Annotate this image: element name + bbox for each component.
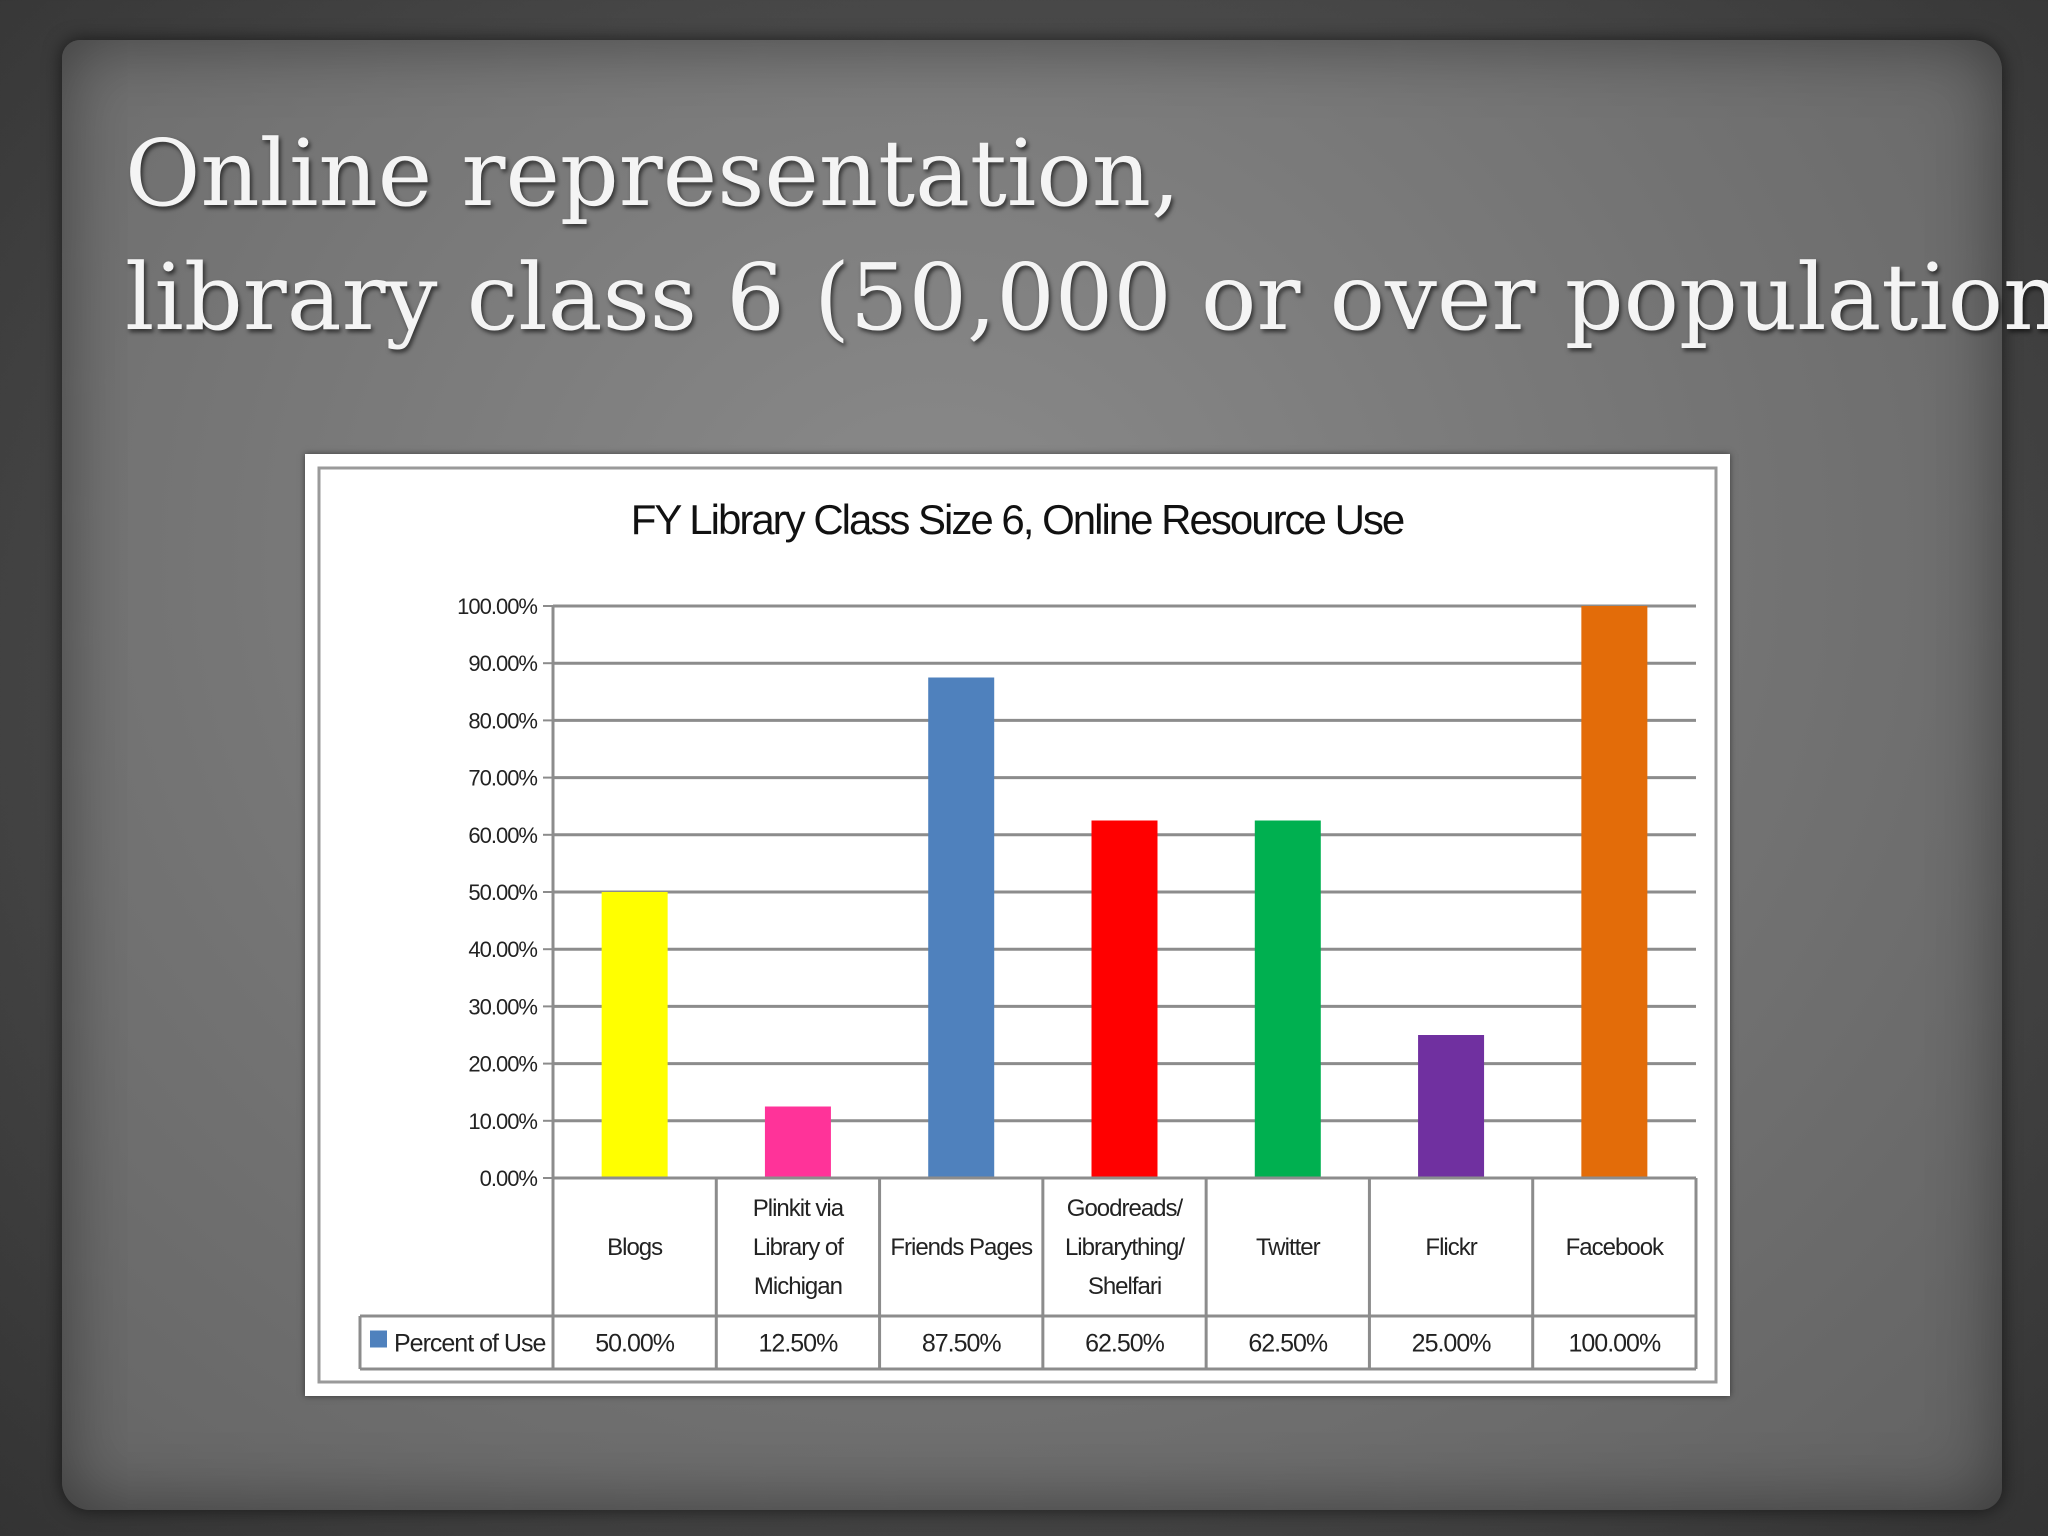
category-label: Michigan	[754, 1273, 842, 1300]
slide-title-line-1: Online representation,	[125, 120, 1181, 227]
chart-title: FY Library Class Size 6, Online Resource…	[631, 496, 1404, 543]
y-tick-label: 50.00%	[468, 880, 537, 905]
data-label: 62.50%	[1248, 1330, 1328, 1358]
bar	[1418, 1035, 1485, 1178]
category-label: Library of	[753, 1234, 844, 1261]
y-tick-label: 60.00%	[468, 823, 537, 848]
category-label: Plinkit via	[753, 1195, 845, 1222]
chart-border	[317, 466, 1718, 1384]
legend-label: Percent of Use	[394, 1330, 545, 1358]
slide-title: Online representation, library class 6 (…	[125, 112, 2048, 360]
bar	[1254, 820, 1321, 1178]
y-tick-label: 80.00%	[468, 708, 537, 733]
bar	[1091, 820, 1158, 1178]
bar	[601, 892, 668, 1178]
chart-frame: FY Library Class Size 6, Online Resource…	[305, 454, 1730, 1396]
bar	[764, 1106, 831, 1178]
y-tick-label: 0.00%	[480, 1166, 538, 1191]
category-label: Librarything/	[1065, 1234, 1185, 1261]
data-label: 87.50%	[922, 1330, 1002, 1358]
category-label: Flickr	[1425, 1234, 1477, 1261]
y-tick-label: 90.00%	[468, 651, 537, 676]
category-label: Facebook	[1566, 1234, 1665, 1261]
y-tick-label: 30.00%	[468, 994, 537, 1019]
data-label: 100.00%	[1569, 1330, 1661, 1358]
y-tick-label: 20.00%	[468, 1052, 537, 1077]
y-tick-label: 40.00%	[468, 937, 537, 962]
bar	[928, 677, 995, 1178]
data-label: 25.00%	[1412, 1330, 1492, 1358]
category-label: Twitter	[1256, 1234, 1321, 1261]
data-label: 62.50%	[1085, 1330, 1165, 1358]
category-label: Blogs	[607, 1234, 663, 1261]
slide-title-line-2: library class 6 (50,000 or over populati…	[125, 244, 2048, 351]
data-label: 50.00%	[595, 1330, 675, 1358]
y-tick-label: 100.00%	[457, 594, 537, 619]
y-tick-label: 70.00%	[468, 766, 537, 791]
y-tick-label: 10.00%	[468, 1109, 537, 1134]
legend-swatch	[370, 1330, 387, 1348]
category-label: Goodreads/	[1067, 1195, 1184, 1222]
category-label: Shelfari	[1088, 1273, 1161, 1300]
bar	[1581, 606, 1648, 1178]
bar-chart: FY Library Class Size 6, Online Resource…	[317, 466, 1718, 1384]
data-label: 12.50%	[759, 1330, 839, 1358]
category-label: Friends Pages	[890, 1234, 1033, 1261]
